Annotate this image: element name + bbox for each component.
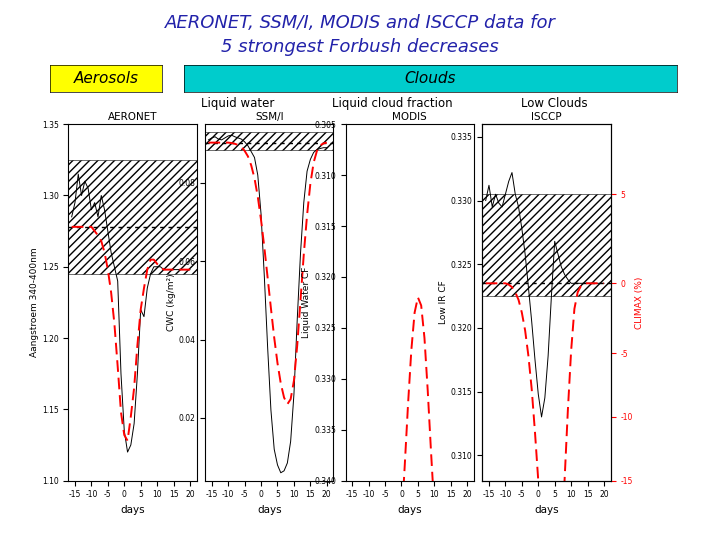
Y-axis label: Low IR CF: Low IR CF — [439, 280, 448, 325]
Y-axis label: CWC (kg/m²): CWC (kg/m²) — [167, 274, 176, 331]
Text: Aerosols: Aerosols — [73, 71, 139, 86]
X-axis label: days: days — [257, 505, 282, 515]
Title: ISCCP: ISCCP — [531, 112, 562, 122]
Title: MODIS: MODIS — [392, 112, 427, 122]
Bar — [205, 132, 333, 150]
Title: AERONET: AERONET — [108, 112, 157, 122]
Text: 5 strongest Forbush decreases: 5 strongest Forbush decreases — [221, 38, 499, 56]
Y-axis label: CLIMAX (%): CLIMAX (%) — [636, 276, 644, 328]
Text: Low Clouds: Low Clouds — [521, 97, 588, 110]
X-axis label: days: days — [120, 505, 145, 515]
Text: Clouds: Clouds — [405, 71, 456, 86]
Text: AERONET, SSM/I, MODIS and ISCCP data for: AERONET, SSM/I, MODIS and ISCCP data for — [165, 14, 555, 31]
X-axis label: days: days — [397, 505, 422, 515]
Title: SSM/I: SSM/I — [255, 112, 284, 122]
Y-axis label: Aangstroem 340-400nm: Aangstroem 340-400nm — [30, 247, 39, 357]
Bar — [68, 160, 197, 274]
Text: Liquid cloud fraction: Liquid cloud fraction — [332, 97, 453, 110]
Bar — [482, 194, 611, 296]
X-axis label: days: days — [534, 505, 559, 515]
Text: Liquid water: Liquid water — [201, 97, 274, 110]
Y-axis label: Liquid Water CF: Liquid Water CF — [302, 267, 311, 338]
